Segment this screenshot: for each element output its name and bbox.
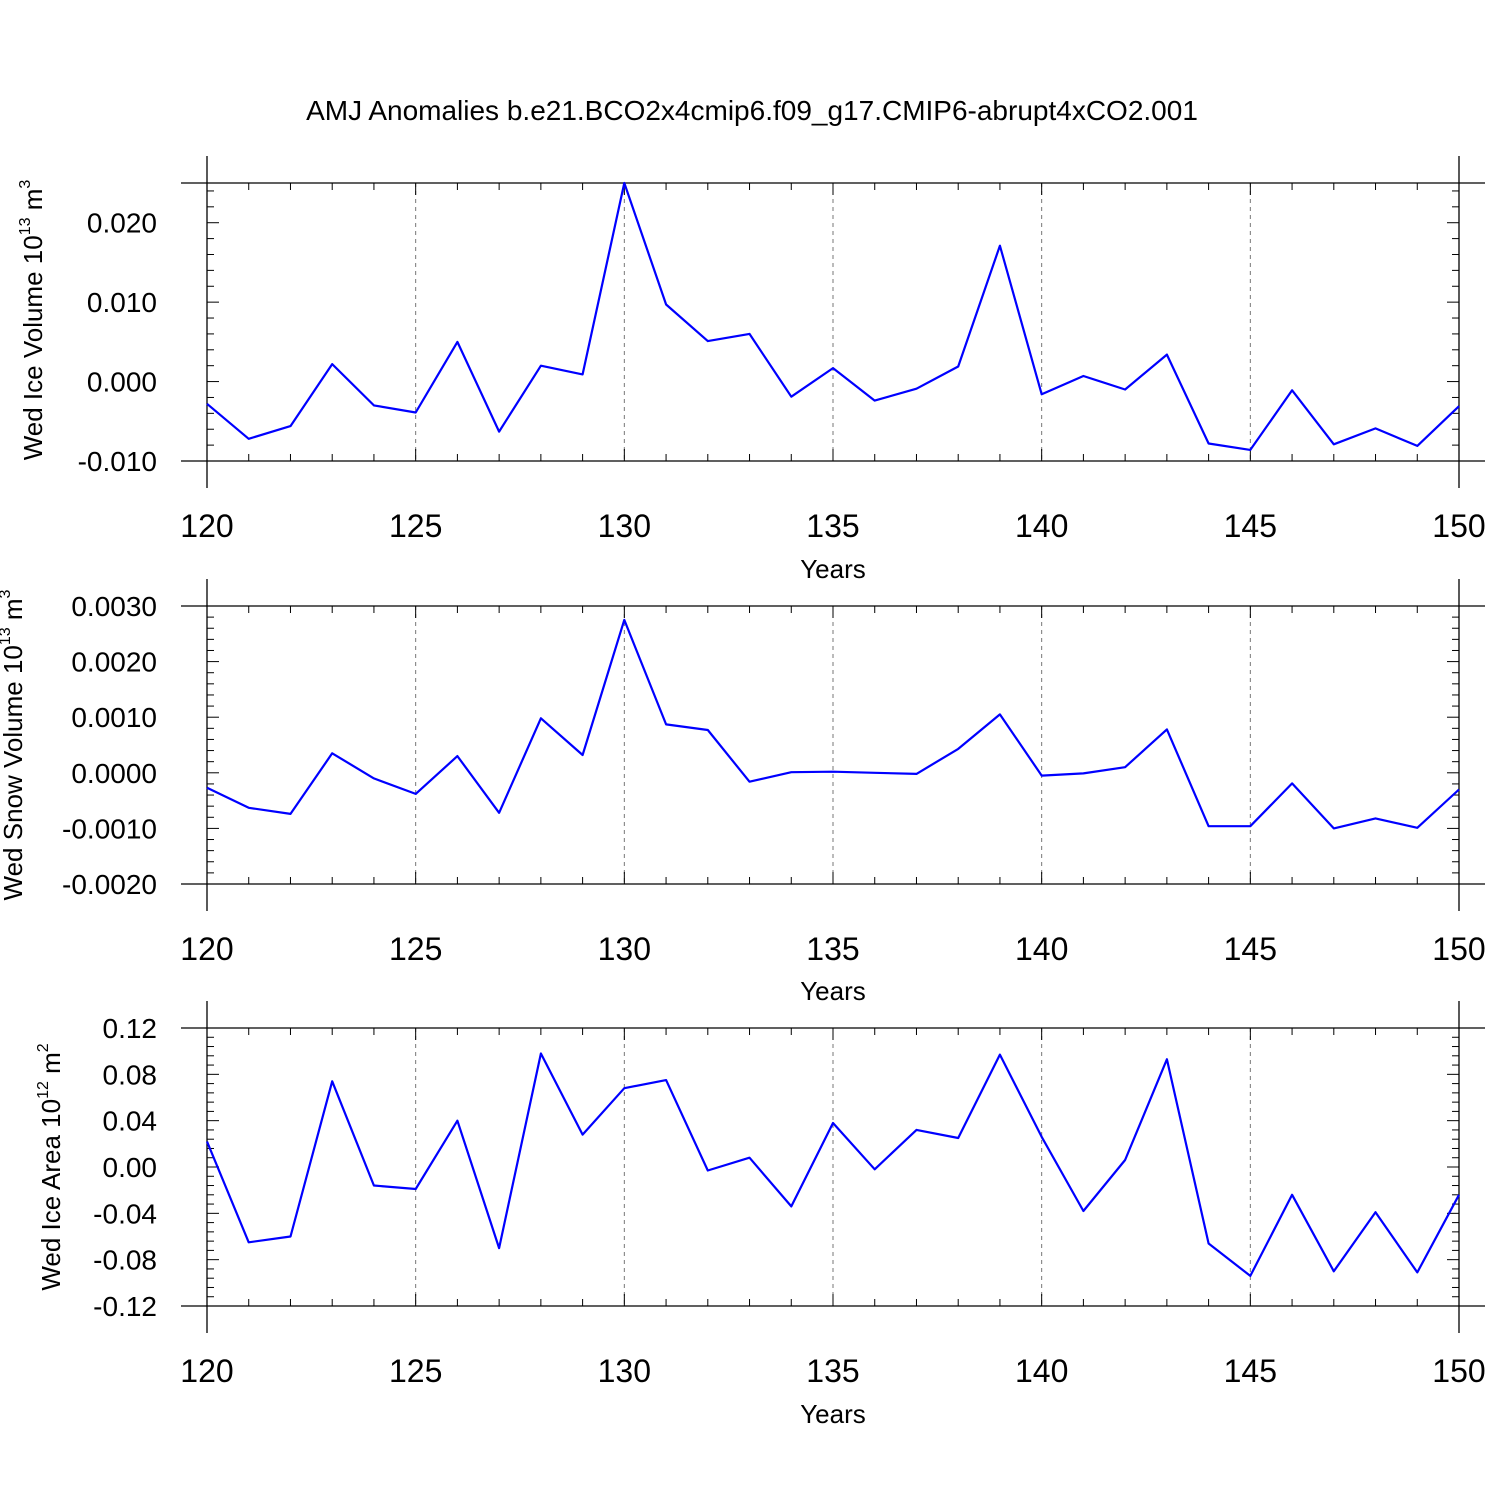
x-tick-label: 120 [180,1353,233,1389]
y-tick-label: 0.12 [103,1013,158,1044]
y-tick-label: 0.0030 [71,591,157,622]
x-tick-label: 125 [389,1353,442,1389]
y-axis-label: Wed Ice Volume 1013 m3 [17,180,48,461]
series-line-1 [206,618,1460,830]
y-tick-label: 0.0000 [71,758,157,789]
y-tick-label: 0.010 [87,287,157,318]
x-tick-label: 150 [1432,931,1485,967]
x-tick-label: 145 [1224,931,1277,967]
y-axis-label: Wed Ice Area 1012 m2 [35,1043,66,1290]
x-axis-label: Years [800,554,866,584]
x-tick-label: 150 [1432,508,1485,544]
y-tick-label: 0.08 [103,1059,158,1090]
x-tick-label: 135 [806,508,859,544]
y-tick-label: 0.000 [87,367,157,398]
series-line-1 [206,181,1460,451]
x-tick-label: 135 [806,931,859,967]
x-tick-label: 125 [389,508,442,544]
y-tick-label: 0.0020 [71,647,157,678]
x-tick-label: 145 [1224,1353,1277,1389]
y-axis-label: Wed Snow Volume 1013 m3 [0,589,28,900]
x-axis-label: Years [800,976,866,1006]
chart-panel-3: -0.12 -0.08 -0.04 0.00 0.04 0.08 0.12 120 125 130… [35,1001,1486,1429]
y-tick-label: 0.00 [103,1152,158,1183]
x-tick-label: 145 [1224,508,1277,544]
x-tick-label: 130 [598,1353,651,1389]
y-tick-label: 0.020 [87,208,157,239]
chart-panel-2: -0.0020 -0.0010 0.0000 0.0010 0.0020 0.0030 12… [0,579,1486,1006]
x-tick-label: 140 [1015,931,1068,967]
x-tick-label: 120 [180,508,233,544]
y-tick-label: -0.12 [93,1291,157,1322]
y-tick-label: -0.04 [93,1198,157,1229]
chart-title: AMJ Anomalies b.e21.BCO2x4cmip6.f09_g17.… [306,95,1198,126]
series-line-1 [205,1052,1460,1278]
x-tick-label: 135 [806,1353,859,1389]
y-tick-label: -0.010 [78,446,157,477]
y-tick-label: 0.04 [103,1106,158,1137]
y-tick-label: 0.0010 [71,702,157,733]
x-tick-label: 130 [598,508,651,544]
x-tick-label: 140 [1015,508,1068,544]
y-tick-label: -0.0020 [62,869,157,900]
x-tick-label: 130 [598,931,651,967]
y-tick-label: -0.0010 [62,813,157,844]
x-tick-label: 140 [1015,1353,1068,1389]
y-tick-label: -0.08 [93,1245,157,1276]
x-tick-label: 150 [1432,1353,1485,1389]
x-axis-label: Years [800,1399,866,1429]
x-tick-label: 120 [180,931,233,967]
x-tick-label: 125 [389,931,442,967]
chart-panel-1: -0.010 0.000 0.010 0.020 120 125 130 135 140 145 1… [17,156,1486,584]
